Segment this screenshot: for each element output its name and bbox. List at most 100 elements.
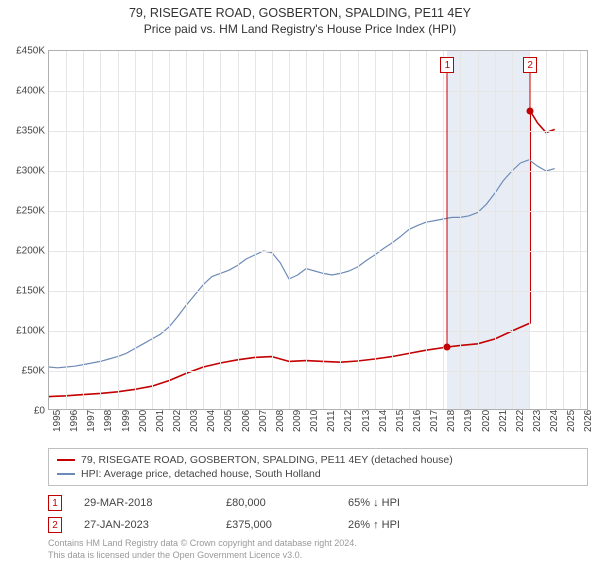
chart-subtitle: Price paid vs. HM Land Registry's House … xyxy=(0,22,600,36)
event-price: £375,000 xyxy=(226,519,326,531)
event-row: 2 27-JAN-2023 £375,000 26% ↑ HPI xyxy=(48,514,588,536)
x-axis-label: 2002 xyxy=(172,410,183,432)
gridline-h xyxy=(49,171,587,172)
chart-title: 79, RISEGATE ROAD, GOSBERTON, SPALDING, … xyxy=(0,6,600,20)
gridline-h xyxy=(49,251,587,252)
event-table: 129-MAR-2018£80,00065% ↓ HPI227-JAN-2023… xyxy=(48,492,588,536)
marker-dot-2 xyxy=(527,108,534,115)
credits-line-2: This data is licensed under the Open Gov… xyxy=(48,550,588,561)
legend: 79, RISEGATE ROAD, GOSBERTON, SPALDING, … xyxy=(48,448,588,486)
gridline-v xyxy=(135,51,136,409)
marker-flag-1: 1 xyxy=(440,57,454,73)
y-axis-label: £300K xyxy=(3,166,45,177)
x-axis-label: 2009 xyxy=(292,410,303,432)
gridline-v xyxy=(118,51,119,409)
x-axis-label: 2011 xyxy=(326,410,337,432)
event-date: 27-JAN-2023 xyxy=(84,519,204,531)
event-row: 129-MAR-2018£80,00065% ↓ HPI xyxy=(48,492,588,514)
plot-area: £0£50K£100K£150K£200K£250K£300K£350K£400… xyxy=(48,50,588,410)
gridline-v xyxy=(100,51,101,409)
x-axis-label: 2010 xyxy=(309,410,320,432)
y-axis-label: £350K xyxy=(3,126,45,137)
y-axis-label: £450K xyxy=(3,46,45,57)
gridline-v xyxy=(512,51,513,409)
gridline-v xyxy=(375,51,376,409)
gridline-v xyxy=(203,51,204,409)
gridline-v xyxy=(238,51,239,409)
gridline-v xyxy=(580,51,581,409)
chart-container: 79, RISEGATE ROAD, GOSBERTON, SPALDING, … xyxy=(0,0,600,560)
x-axis-label: 2012 xyxy=(343,410,354,432)
x-axis-label: 2016 xyxy=(412,410,423,432)
x-axis-label: 2021 xyxy=(498,410,509,432)
gridline-v xyxy=(152,51,153,409)
event-date: 29-MAR-2018 xyxy=(84,497,204,509)
x-axis-label: 1997 xyxy=(86,410,97,432)
y-axis-label: £250K xyxy=(3,206,45,217)
event-badge: 1 xyxy=(48,495,62,511)
legend-item: HPI: Average price, detached house, Sout… xyxy=(57,467,579,481)
legend-label: HPI: Average price, detached house, Sout… xyxy=(81,468,321,480)
marker-dot-1 xyxy=(444,344,451,351)
x-axis-label: 2001 xyxy=(155,410,166,432)
gridline-v xyxy=(66,51,67,409)
gridline-v xyxy=(83,51,84,409)
gridline-v xyxy=(409,51,410,409)
marker-flag-2: 2 xyxy=(523,57,537,73)
gridline-v xyxy=(186,51,187,409)
x-axis-label: 1999 xyxy=(121,410,132,432)
y-axis-label: £50K xyxy=(3,366,45,377)
y-axis-label: £100K xyxy=(3,326,45,337)
gridline-v xyxy=(255,51,256,409)
x-axis-label: 2014 xyxy=(378,410,389,432)
gridline-h xyxy=(49,371,587,372)
gridline-v xyxy=(220,51,221,409)
x-axis-label: 2022 xyxy=(515,410,526,432)
gridline-v xyxy=(443,51,444,409)
y-axis-label: £400K xyxy=(3,86,45,97)
x-axis-label: 2020 xyxy=(481,410,492,432)
credits: Contains HM Land Registry data © Crown c… xyxy=(48,538,588,561)
gridline-v xyxy=(546,51,547,409)
credits-line-1: Contains HM Land Registry data © Crown c… xyxy=(48,538,588,550)
event-delta: 26% ↑ HPI xyxy=(348,519,400,531)
x-axis-label: 2024 xyxy=(549,410,560,432)
x-axis-label: 2008 xyxy=(275,410,286,432)
event-delta: 65% ↓ HPI xyxy=(348,497,400,509)
gridline-h xyxy=(49,291,587,292)
x-axis-label: 2006 xyxy=(241,410,252,432)
chart-lines xyxy=(49,51,589,411)
gridline-v xyxy=(495,51,496,409)
y-axis-label: £0 xyxy=(3,406,45,417)
x-axis-label: 2019 xyxy=(463,410,474,432)
x-axis-label: 2004 xyxy=(206,410,217,432)
gridline-v xyxy=(272,51,273,409)
x-axis-label: 2007 xyxy=(258,410,269,432)
gridline-v xyxy=(358,51,359,409)
gridline-v xyxy=(426,51,427,409)
x-axis-label: 2026 xyxy=(583,410,594,432)
gridline-h xyxy=(49,91,587,92)
gridline-v xyxy=(306,51,307,409)
legend-swatch xyxy=(57,459,75,461)
gridline-h xyxy=(49,331,587,332)
x-axis-label: 1996 xyxy=(69,410,80,432)
gridline-v xyxy=(478,51,479,409)
x-axis-label: 1995 xyxy=(52,410,63,432)
gridline-v xyxy=(340,51,341,409)
x-axis-label: 2018 xyxy=(446,410,457,432)
series-hpi xyxy=(49,160,555,368)
gridline-v xyxy=(460,51,461,409)
x-axis-label: 2000 xyxy=(138,410,149,432)
gridline-v xyxy=(392,51,393,409)
event-badge: 2 xyxy=(48,517,62,533)
x-axis-label: 2015 xyxy=(395,410,406,432)
gridline-v xyxy=(323,51,324,409)
x-axis-label: 2025 xyxy=(566,410,577,432)
x-axis-label: 2017 xyxy=(429,410,440,432)
x-axis-label: 1998 xyxy=(103,410,114,432)
legend-swatch xyxy=(57,473,75,475)
gridline-v xyxy=(289,51,290,409)
y-axis-label: £200K xyxy=(3,246,45,257)
x-axis-label: 2003 xyxy=(189,410,200,432)
